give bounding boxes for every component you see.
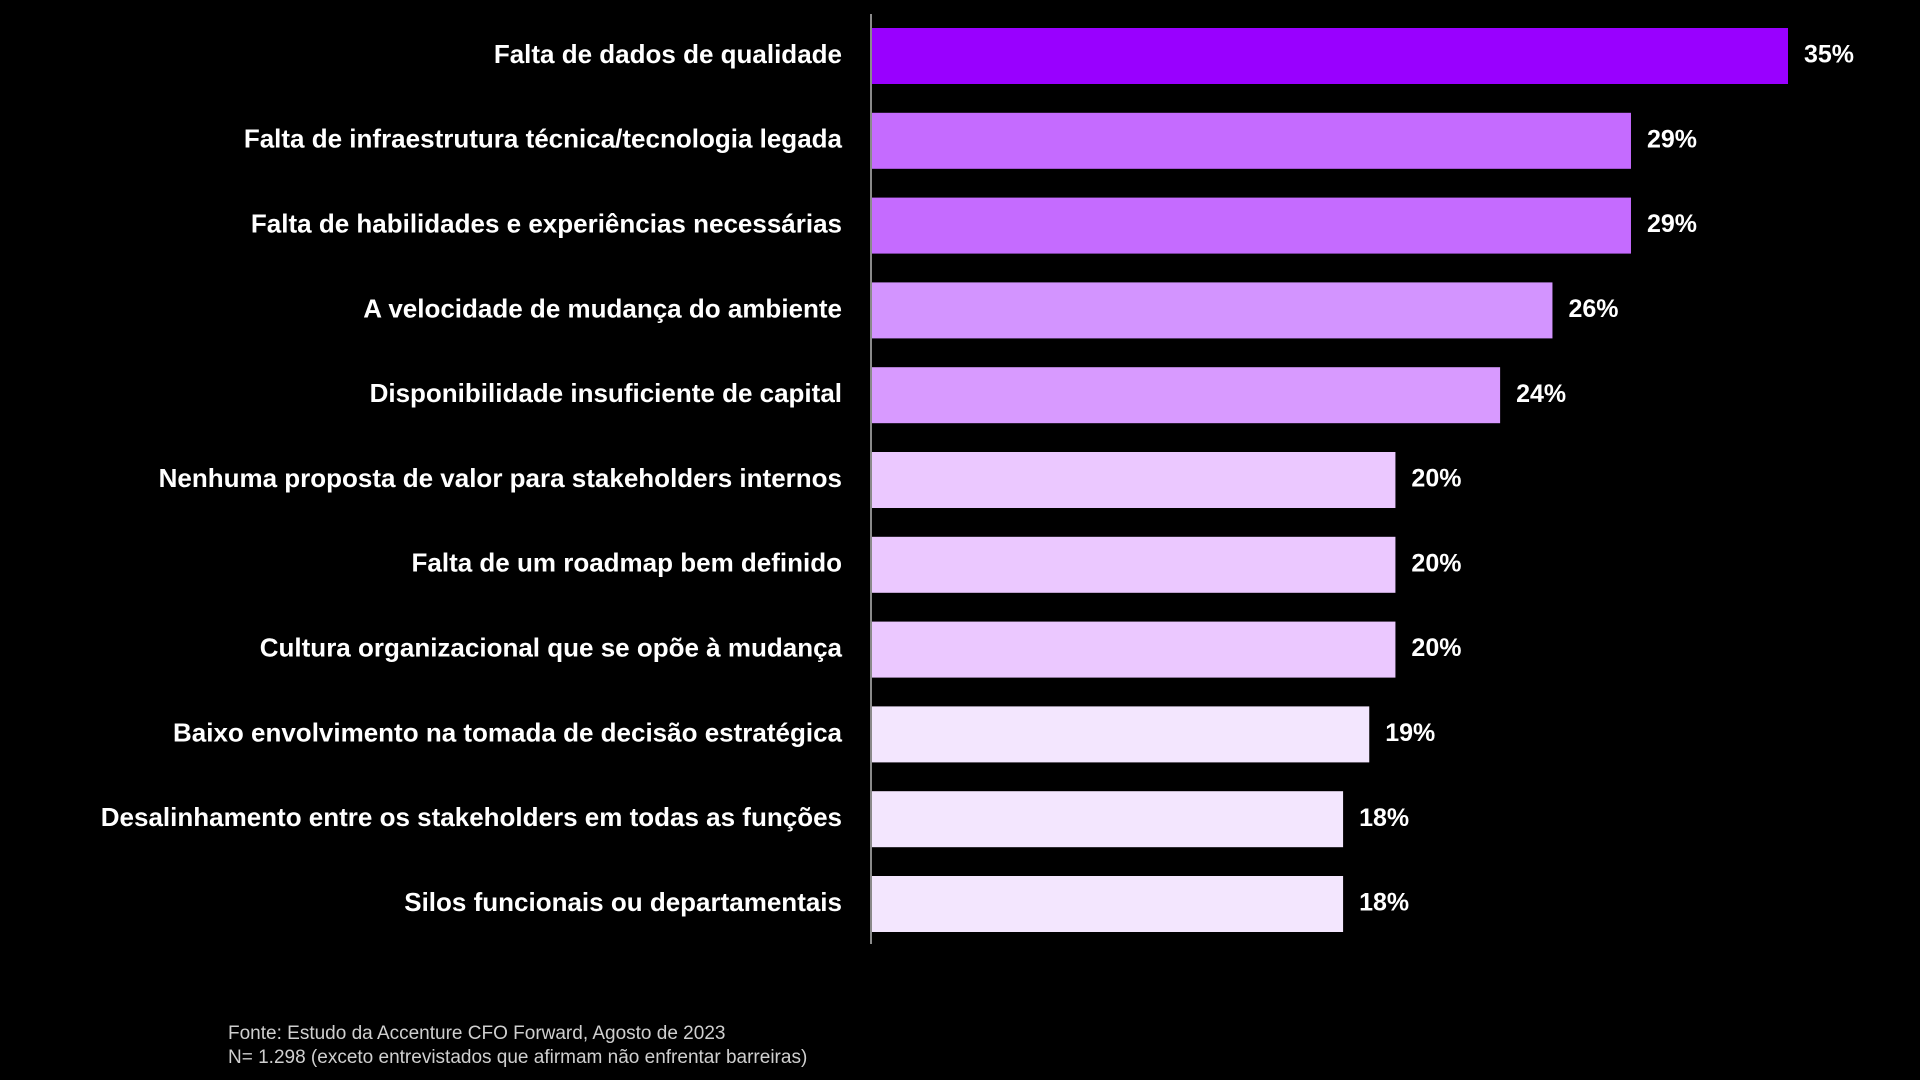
bar	[872, 112, 1631, 169]
bar	[872, 367, 1501, 424]
bar	[872, 621, 1396, 678]
category-label: A velocidade de mudança do ambiente	[363, 293, 842, 323]
value-label: 19%	[1385, 719, 1435, 747]
value-label: 20%	[1411, 549, 1461, 577]
bar	[872, 452, 1396, 508]
value-label: 24%	[1516, 380, 1566, 408]
category-label: Falta de dados de qualidade	[494, 39, 842, 69]
value-label: 20%	[1411, 465, 1461, 493]
value-label: 18%	[1359, 804, 1409, 832]
value-label: 29%	[1647, 125, 1697, 153]
bar	[872, 28, 1788, 84]
category-label: Baixo envolvimento na tomada de decisão …	[173, 717, 843, 747]
bar	[872, 282, 1553, 339]
sample-size-note: N= 1.298 (exceto entrevistados que afirm…	[228, 1047, 808, 1068]
value-label: 20%	[1411, 634, 1461, 662]
category-label: Falta de um roadmap bem definido	[412, 548, 843, 578]
value-label: 29%	[1647, 210, 1697, 238]
bar	[872, 706, 1370, 763]
category-label: Falta de habilidades e experiências nece…	[251, 208, 842, 238]
bar	[872, 876, 1344, 932]
value-label: 35%	[1804, 41, 1854, 69]
bar	[872, 791, 1344, 848]
category-label: Desalinhamento entre os stakeholders em …	[101, 802, 842, 832]
source-note: Fonte: Estudo da Accenture CFO Forward, …	[228, 1023, 726, 1044]
value-label: 18%	[1359, 889, 1409, 917]
bar-chart: Falta de dados de qualidade 35% Falta de i…	[101, 14, 1854, 944]
chart-footer: Fonte: Estudo da Accenture CFO Forward, …	[228, 1022, 807, 1070]
category-label: Cultura organizacional que se opõe à mud…	[260, 632, 843, 662]
bar	[872, 197, 1631, 254]
bar	[872, 536, 1396, 593]
value-label: 26%	[1568, 295, 1618, 323]
category-label: Nenhuma proposta de valor para stakehold…	[159, 463, 842, 493]
category-label: Silos funcionais ou departamentais	[404, 887, 842, 917]
category-label: Falta de infraestrutura técnica/tecnolog…	[244, 124, 843, 154]
category-label: Disponibilidade insuficiente de capital	[370, 378, 842, 408]
bars-layer: Falta de dados de qualidade 35% Falta de i…	[101, 28, 1854, 932]
